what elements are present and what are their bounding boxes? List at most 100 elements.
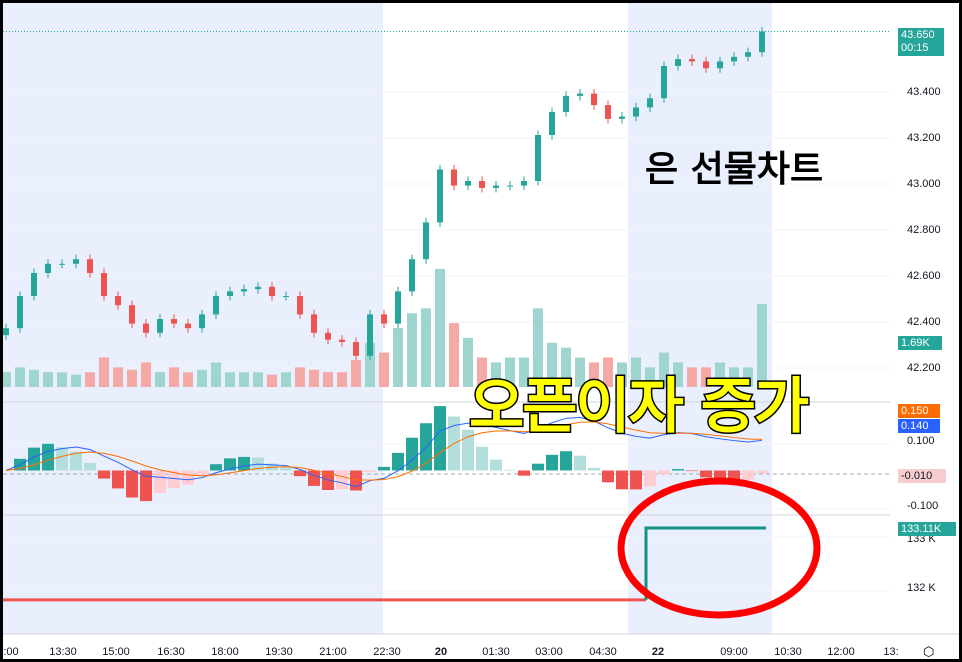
macd-histogram-bar [490, 459, 502, 471]
candle [549, 112, 555, 135]
candle [633, 107, 639, 117]
last-price-tag: 43.650 00:15 [898, 28, 944, 56]
volume-bar [57, 372, 67, 387]
candle [367, 314, 373, 356]
volume-bar [715, 362, 725, 387]
candle [535, 135, 541, 181]
time-tick: 20 [434, 646, 448, 658]
candle [227, 291, 233, 296]
volume-bar [407, 313, 417, 387]
volume-bar [3, 372, 11, 387]
price-tick: 42.600 [907, 270, 941, 282]
candle [521, 181, 527, 186]
volume-bar [421, 308, 431, 387]
volume-bar [15, 367, 25, 387]
macd-histogram-bar [686, 470, 698, 472]
volume-bar [197, 369, 207, 387]
volume-bar [155, 372, 165, 387]
macd-histogram-bar [378, 466, 390, 471]
chart-canvas[interactable] [3, 3, 962, 662]
volume-bar [295, 367, 305, 387]
macd-histogram-bar [294, 470, 306, 477]
volume-bar [463, 337, 473, 387]
candle [31, 273, 37, 296]
time-tick: 09:00 [720, 646, 748, 658]
macd-histogram-bar [364, 470, 376, 473]
macd-histogram-bar [462, 429, 474, 471]
macd-histogram-bar [224, 458, 236, 471]
candle [493, 185, 499, 188]
macd-histogram-bar [504, 469, 516, 471]
time-tick: 21:00 [319, 646, 347, 658]
volume-bar [365, 342, 375, 387]
candle [339, 339, 345, 342]
macd-histogram-bar [602, 470, 614, 483]
volume-bar [267, 374, 277, 387]
candle [423, 222, 429, 260]
volume-bar [757, 303, 767, 387]
macd-histogram-bar [546, 454, 558, 471]
price-tick: 43.200 [907, 132, 941, 144]
time-tick: :00 [3, 646, 19, 658]
macd-histogram-bar [658, 470, 670, 475]
volume-bar [141, 362, 151, 387]
time-tick: 22 [651, 646, 665, 658]
volume-bar [435, 269, 445, 387]
volume-bar [575, 357, 585, 387]
macd-histogram-bar [574, 455, 586, 471]
candle [143, 323, 149, 333]
volume-bar [183, 372, 193, 387]
candle [115, 296, 121, 306]
candle [381, 314, 387, 324]
macd-histogram-bar [434, 406, 446, 471]
volume-bar [659, 352, 669, 387]
volume-bar [701, 367, 711, 387]
price-tick: 42.800 [907, 224, 941, 236]
candle [17, 296, 23, 329]
volume-bar [351, 359, 361, 387]
macd-histogram-bar [210, 464, 222, 471]
macd-histogram-bar [336, 470, 348, 490]
macd-histogram-bar [112, 470, 124, 489]
macd-histogram-bar [98, 470, 110, 479]
volume-bar [743, 367, 753, 387]
candle [87, 259, 93, 273]
volume-bar [589, 362, 599, 387]
macd-tick: 0.100 [907, 435, 935, 447]
macd-histogram-bar [742, 470, 754, 480]
candle [325, 332, 331, 340]
macd-histogram-bar [532, 463, 544, 471]
candle [731, 56, 737, 62]
time-tick: 22:30 [373, 646, 401, 658]
candle [171, 319, 177, 324]
candle [591, 93, 597, 106]
macd-histogram-bar [350, 470, 362, 491]
time-tick: 13: [883, 646, 899, 658]
candle [451, 169, 457, 186]
macd-histogram-bar [42, 443, 54, 471]
macd-histogram-bar [518, 470, 530, 476]
time-tick: 10:30 [774, 646, 802, 658]
candle [577, 93, 583, 96]
candle [255, 286, 261, 290]
volume-bar [337, 372, 347, 387]
macd-histogram-bar [630, 470, 642, 490]
candle [311, 314, 317, 333]
volume-bar [533, 308, 543, 387]
macd-histogram-bar [672, 469, 684, 471]
volume-bar [29, 369, 39, 387]
time-tick: 19:30 [265, 646, 293, 658]
settings-hex-icon[interactable]: ⬡ [923, 644, 935, 659]
volume-bar [225, 372, 235, 387]
macd-histogram-bar [140, 470, 152, 502]
price-tick: 42.200 [907, 362, 941, 374]
candle [437, 169, 443, 223]
volume-bar [687, 367, 697, 387]
time-tick: 18:00 [211, 646, 239, 658]
candle [563, 95, 569, 112]
macd-histogram-bar [70, 451, 82, 471]
volume-bar [323, 372, 333, 387]
price-tick: 43.000 [907, 178, 941, 190]
time-tick: 13:30 [49, 646, 77, 658]
volume-bar [729, 367, 739, 387]
